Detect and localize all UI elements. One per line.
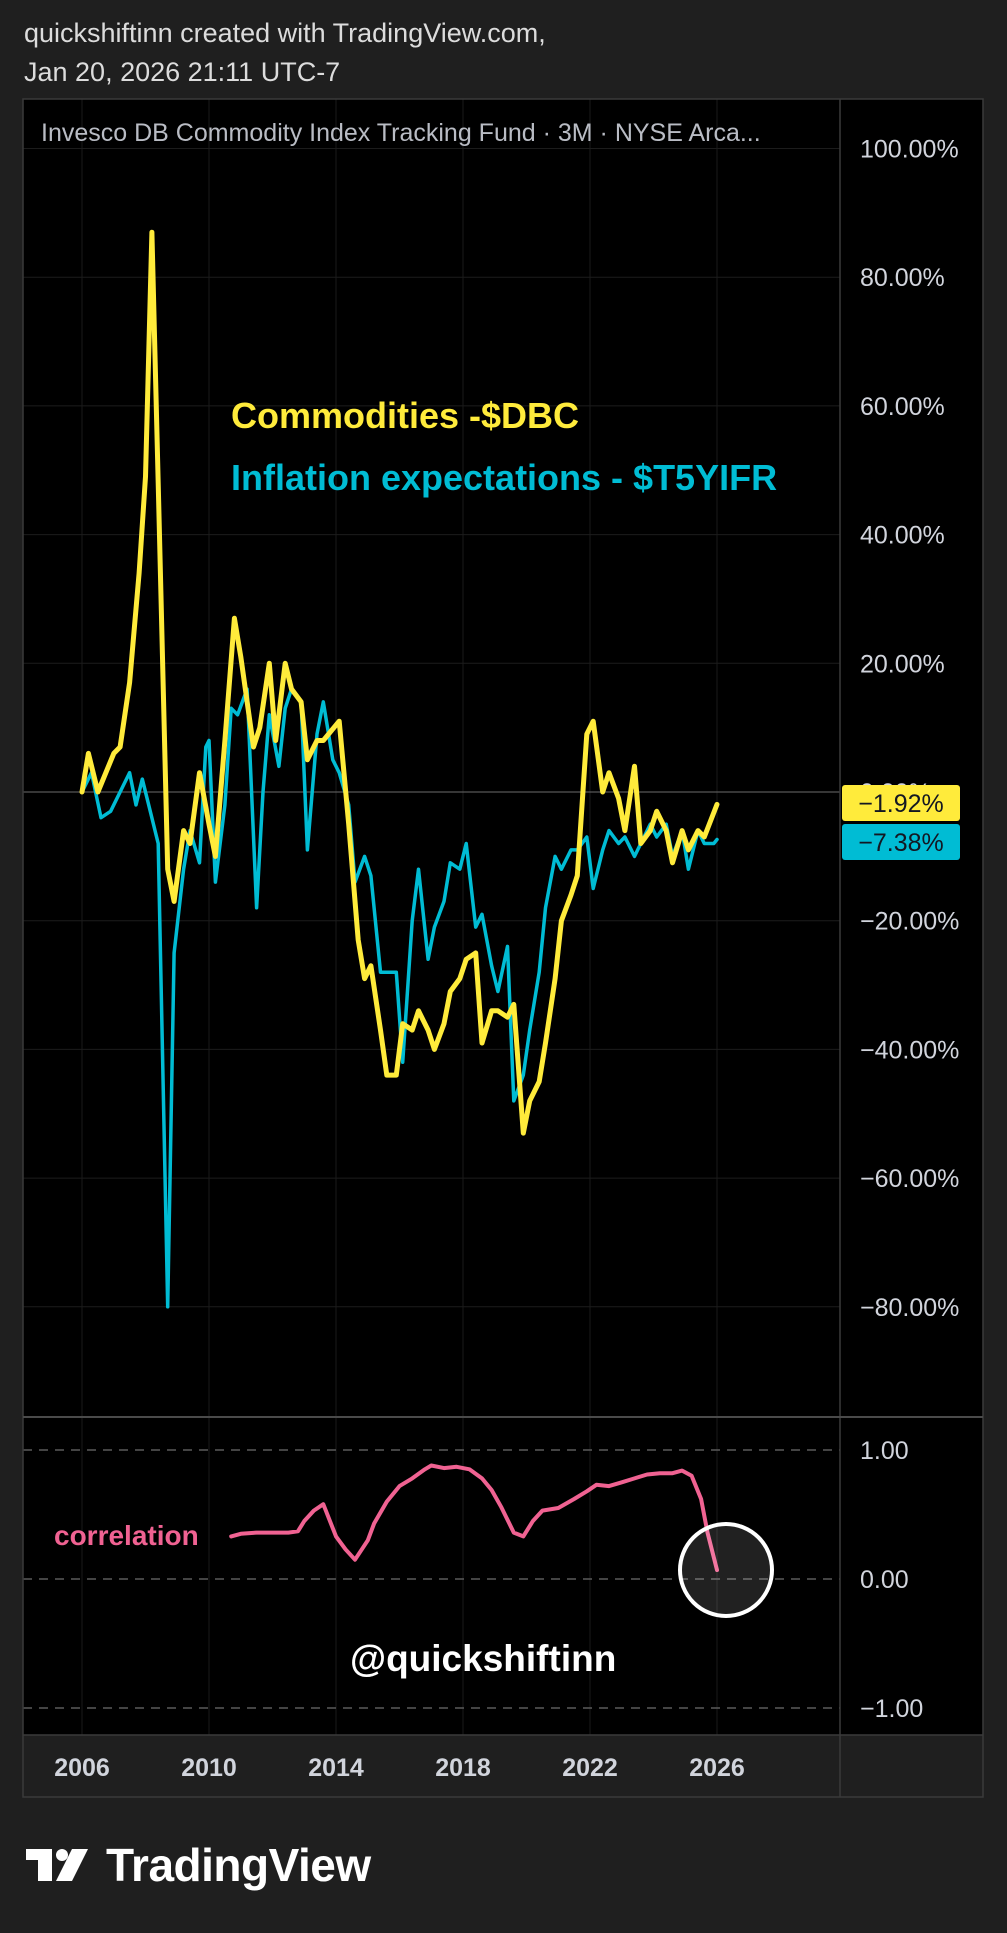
t5yifr-last-value-badge	[842, 824, 960, 860]
price-series-group	[79, 229, 720, 1309]
outer-border	[22, 98, 984, 1798]
highlight-circle	[678, 1522, 774, 1618]
correlation-series-group	[229, 1463, 719, 1572]
dbc-series-line	[79, 229, 720, 1136]
tradingview-brand: TradingView	[106, 1839, 371, 1891]
corr-y-tick-label: 0.00	[860, 1566, 909, 1594]
last-value-labels: −1.92% −7.38%	[842, 785, 960, 860]
chart-frame	[22, 98, 984, 1798]
tradingview-logo-icon	[26, 1849, 88, 1881]
price-y-tick-label: −20.00%	[860, 908, 959, 936]
author-handle-annotation: @quickshiftinn	[350, 1638, 616, 1679]
price-y-tick-label: 80.00%	[860, 264, 945, 292]
time-tick-label: 2010	[181, 1754, 237, 1782]
price-y-tick-label: 40.00%	[860, 522, 945, 550]
dbc-annotation: Commodities -$DBC	[231, 395, 579, 436]
price-y-tick-label: −60.00%	[860, 1165, 959, 1193]
chart-header: quickshiftinn created with TradingView.c…	[24, 14, 546, 92]
chart-title: Invesco DB Commodity Index Tracking Fund…	[41, 119, 761, 147]
correlation-pane-background	[23, 1417, 983, 1735]
price-y-tick-label: 60.00%	[860, 393, 945, 421]
price-y-tick-label: −40.00%	[860, 1036, 959, 1064]
t5yifr-series-line	[80, 687, 719, 1309]
t5yifr-annotation: Inflation expectations - $T5YIFR	[231, 457, 777, 498]
price-y-tick-label: 20.00%	[860, 650, 945, 678]
correlation-grid	[23, 1417, 840, 1735]
author-line: quickshiftinn created with TradingView.c…	[24, 18, 546, 48]
correlation-annotation: correlation	[54, 1520, 199, 1551]
t5yifr-last-value-text: −7.38%	[858, 829, 944, 857]
dbc-last-value-text: −1.92%	[858, 790, 944, 818]
time-axis: 2006 2010 2014 2018 2022 2026	[23, 1735, 983, 1797]
time-tick-label: 2018	[435, 1754, 491, 1782]
correlation-pane: correlation @quickshiftinn 1.00 0.00 −1.00	[23, 1417, 983, 1735]
corr-y-tick-label: 1.00	[860, 1437, 909, 1465]
dbc-last-value-badge	[842, 785, 960, 821]
time-tick-label: 2006	[54, 1754, 110, 1782]
price-pane-background	[23, 99, 983, 1417]
tradingview-footer[interactable]: TradingView	[26, 1838, 371, 1892]
timestamp-line: Jan 20, 2026 21:11 UTC-7	[24, 57, 341, 87]
time-axis-background	[23, 1735, 983, 1797]
time-tick-label: 2014	[308, 1754, 364, 1782]
correlation-y-axis: 1.00 0.00 −1.00	[860, 1437, 923, 1723]
time-tick-label: 2022	[562, 1754, 618, 1782]
price-pane: Invesco DB Commodity Index Tracking Fund…	[23, 99, 983, 1417]
price-y-tick-label: 100.00%	[860, 136, 959, 164]
price-grid	[23, 99, 840, 1417]
price-y-tick-label: −80.00%	[860, 1294, 959, 1322]
correlation-series-line	[229, 1463, 719, 1572]
corr-y-tick-label: −1.00	[860, 1695, 923, 1723]
time-tick-label: 2026	[689, 1754, 745, 1782]
